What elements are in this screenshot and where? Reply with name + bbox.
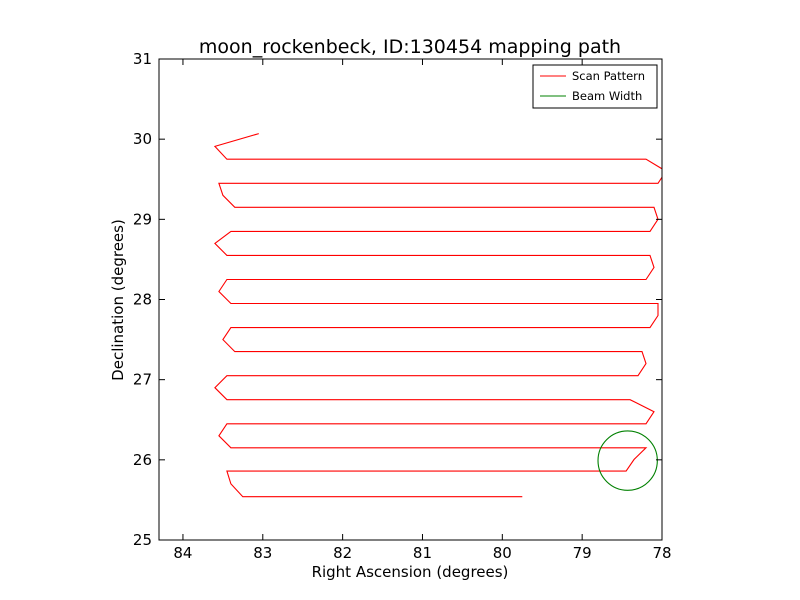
beam-width-circle (597, 430, 658, 491)
y-axis-ticks: 25 26 27 28 29 30 31 (133, 50, 662, 549)
plot-frame (158, 58, 663, 541)
y-tick-label: 26 (133, 451, 152, 469)
scan-pattern-line (213, 133, 662, 498)
y-tick-label: 30 (133, 130, 152, 148)
chart-title: moon_rockenbeck, ID:130454 mapping path (199, 36, 621, 58)
x-axis-ticks: 84 83 82 81 80 79 78 (173, 59, 672, 562)
y-tick-label: 29 (133, 210, 152, 228)
x-tick-label: 82 (333, 544, 352, 562)
legend: Scan Pattern Beam Width (532, 64, 658, 109)
y-tick-label: 25 (133, 531, 152, 549)
legend-box (532, 64, 658, 109)
y-tick-label: 31 (133, 50, 152, 68)
y-tick-label: 27 (133, 371, 152, 389)
x-tick-label: 84 (173, 544, 192, 562)
x-tick-label: 80 (493, 544, 512, 562)
y-axis-label: Declination (degrees) (109, 219, 127, 381)
x-tick-label: 81 (413, 544, 432, 562)
x-axis-label: Right Ascension (degrees) (312, 563, 509, 581)
legend-label-scan-pattern: Scan Pattern (572, 69, 645, 83)
x-tick-label: 83 (253, 544, 272, 562)
plot-area (213, 133, 662, 498)
y-tick-label: 28 (133, 291, 152, 309)
x-tick-label: 78 (652, 544, 671, 562)
x-tick-label: 79 (573, 544, 592, 562)
legend-label-beam-width: Beam Width (572, 89, 642, 103)
